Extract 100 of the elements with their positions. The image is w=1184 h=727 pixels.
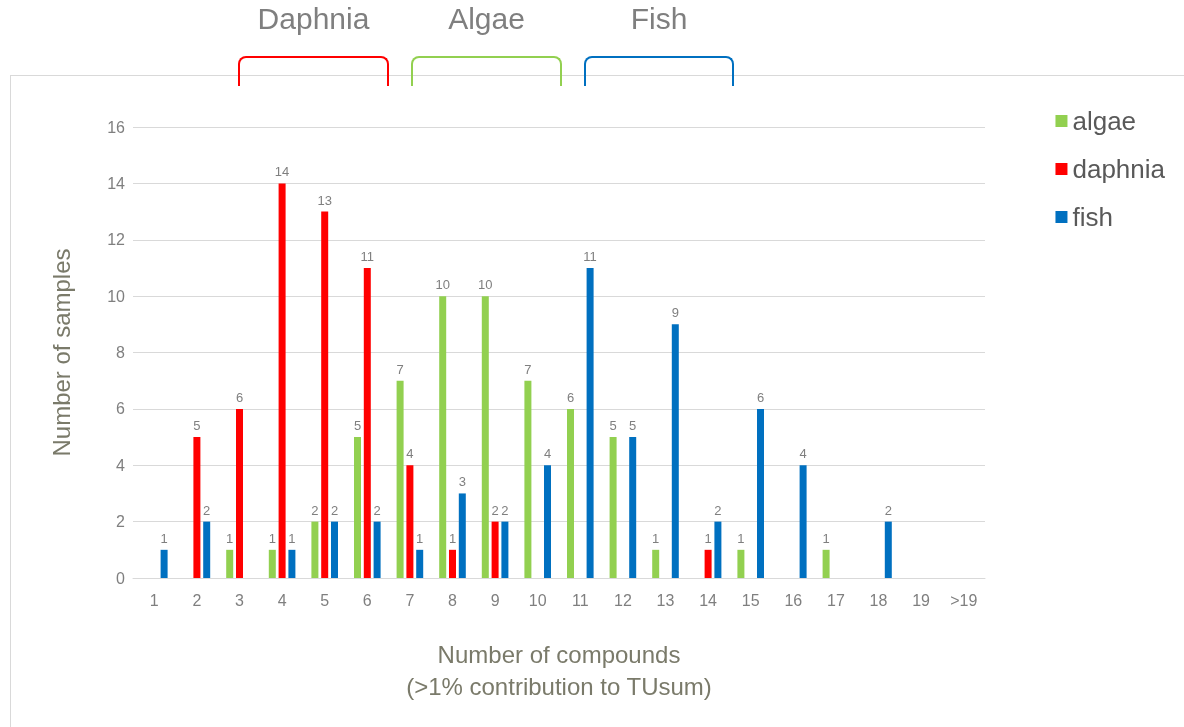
text: Fish	[629, 2, 689, 36]
x-tick-label: 8	[448, 591, 458, 609]
x-tick-label: 3	[235, 591, 245, 609]
data-label: 1	[226, 530, 234, 546]
y-tick-label: 14	[107, 174, 126, 192]
data-label: 7	[524, 361, 532, 377]
data-label: 5	[629, 418, 637, 434]
data-label: 1	[288, 530, 296, 546]
bar	[586, 267, 594, 578]
data-label: 2	[330, 502, 339, 518]
data-label: 4	[406, 446, 414, 462]
data-label: 7	[396, 361, 404, 377]
legend-label: algae	[1072, 106, 1137, 136]
y-tick-label: 8	[116, 344, 126, 361]
x-tick-label: 13	[656, 591, 675, 609]
data-label: 3	[458, 474, 466, 490]
data-label: 1	[416, 530, 424, 546]
bar	[311, 521, 319, 578]
bar	[449, 549, 456, 578]
bar	[458, 493, 466, 578]
data-label: 1	[268, 530, 276, 546]
x-tick-label: 1	[149, 591, 159, 609]
data-label: 10	[478, 277, 493, 293]
x-tick-label: >19	[950, 591, 978, 609]
x-tick-label: 14	[699, 591, 718, 609]
bar	[737, 549, 745, 578]
bar	[714, 521, 722, 578]
data-label: 10	[435, 277, 450, 293]
bar	[884, 521, 892, 578]
bar	[671, 324, 679, 578]
y-tick-label: 12	[107, 231, 126, 249]
text: Daphnia	[256, 2, 371, 36]
data-label: 13	[317, 192, 332, 208]
data-label: 2	[203, 502, 211, 518]
data-label: 6	[235, 389, 244, 405]
bar	[704, 549, 712, 578]
bar	[416, 549, 424, 578]
data-label: 1	[160, 530, 168, 546]
data-label: 5	[193, 418, 201, 434]
y-tick-label: 10	[107, 287, 126, 305]
x-tick-label: 18	[869, 591, 888, 609]
bar	[226, 549, 234, 578]
x-tick-label: 5	[320, 591, 330, 609]
bar	[481, 296, 489, 578]
bar	[757, 408, 764, 578]
x-tick-label: 6	[362, 591, 372, 609]
legend-label: daphnia	[1072, 154, 1166, 184]
bar	[363, 267, 371, 578]
y-tick-label: 16	[107, 118, 126, 136]
data-label: 6	[756, 389, 765, 405]
data-label: 5	[353, 418, 362, 434]
bar	[567, 408, 574, 578]
data-label: 5	[609, 418, 617, 434]
data-label: 2	[373, 502, 381, 518]
bar	[354, 437, 361, 578]
bar	[160, 549, 168, 578]
bar	[491, 521, 499, 578]
x-tick-label: 17	[827, 591, 845, 609]
bar	[406, 465, 414, 578]
data-label: 2	[714, 502, 722, 518]
bar	[373, 521, 381, 578]
x-tick-label: 9	[490, 591, 500, 609]
data-label: 4	[543, 446, 552, 462]
data-label: 1	[652, 530, 660, 546]
bar	[288, 549, 296, 578]
data-label: 4	[799, 446, 807, 462]
data-label: 1	[448, 530, 457, 546]
data-label: 9	[671, 305, 679, 321]
x-tick-label: 11	[572, 591, 589, 609]
data-label: 11	[360, 248, 375, 264]
bar	[609, 437, 617, 578]
bar	[268, 549, 276, 578]
y-axis-title: Number of samples	[47, 248, 75, 457]
bar	[321, 211, 329, 578]
y-tick-label: 2	[116, 513, 126, 531]
y-tick-label: 4	[116, 456, 126, 474]
bar	[629, 437, 637, 578]
data-label: 1	[737, 530, 745, 546]
bar	[524, 380, 532, 578]
data-label: 14	[274, 164, 290, 180]
x-tick-label: 10	[528, 591, 547, 609]
x-tick-label: 7	[405, 591, 415, 609]
x-tick-label: 4	[277, 591, 287, 609]
data-label: 2	[501, 502, 509, 518]
data-label: 1	[822, 530, 830, 546]
x-axis-title: Number of compounds (>1% contribution to TUsum)	[406, 640, 712, 700]
bar	[396, 380, 404, 578]
x-tick-label: 2	[192, 591, 202, 609]
y-tick-label: 6	[116, 400, 126, 418]
data-label: 2	[884, 502, 892, 518]
x-tick-label: 12	[614, 591, 632, 609]
bar	[652, 549, 660, 578]
legend-label: fish	[1072, 202, 1113, 232]
data-label: 6	[566, 389, 575, 405]
bar	[544, 465, 551, 578]
x-tick-label: 15	[741, 591, 760, 609]
y-tick-label: 0	[116, 569, 126, 587]
data-label: 2	[491, 502, 499, 518]
x-tick-label: 16	[784, 591, 803, 609]
bar	[501, 521, 509, 578]
